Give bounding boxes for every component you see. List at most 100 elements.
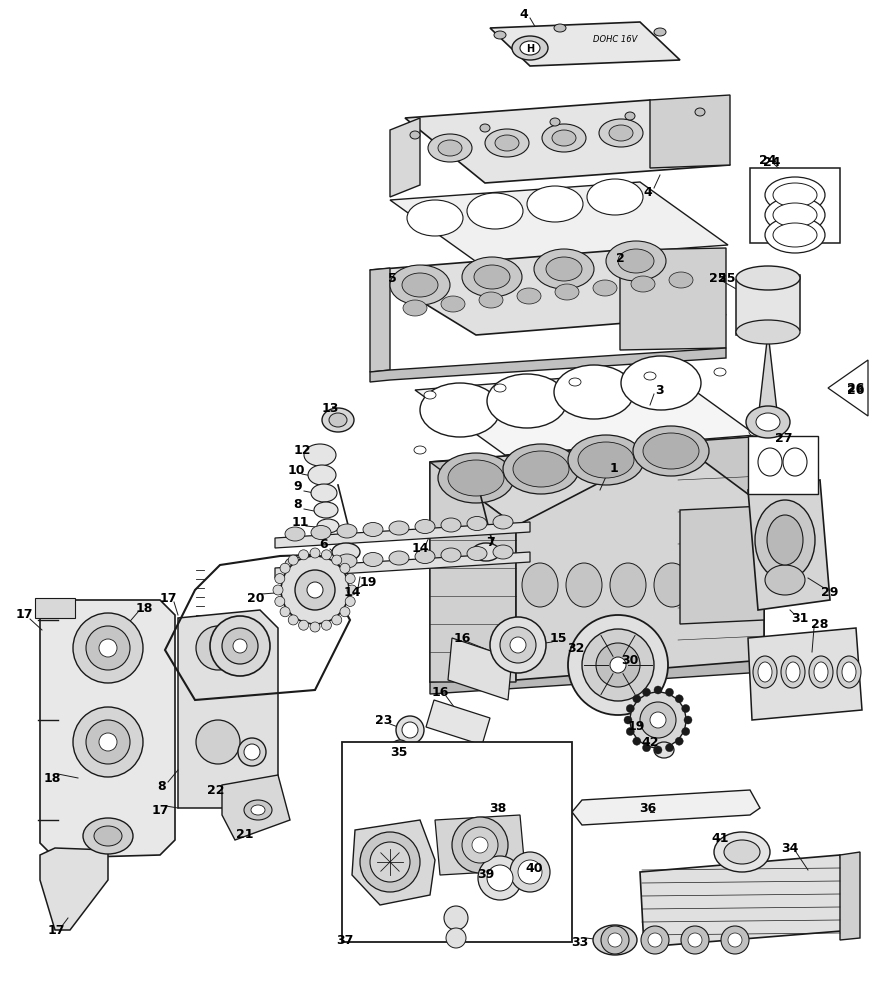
Ellipse shape (337, 554, 357, 568)
Ellipse shape (441, 296, 465, 312)
Ellipse shape (758, 662, 772, 682)
Ellipse shape (714, 832, 770, 872)
Ellipse shape (842, 662, 856, 682)
Text: 41: 41 (712, 832, 729, 844)
Polygon shape (352, 820, 435, 905)
Ellipse shape (99, 733, 117, 751)
Ellipse shape (311, 556, 331, 570)
Text: H: H (526, 44, 534, 54)
Polygon shape (222, 775, 290, 840)
Polygon shape (840, 852, 860, 940)
Text: 25: 25 (719, 271, 736, 284)
Ellipse shape (654, 563, 690, 607)
Ellipse shape (329, 413, 347, 427)
Ellipse shape (285, 527, 305, 541)
Ellipse shape (251, 805, 265, 815)
Ellipse shape (542, 124, 586, 152)
Ellipse shape (767, 515, 803, 565)
Ellipse shape (654, 742, 674, 758)
Text: 27: 27 (775, 432, 793, 444)
Ellipse shape (331, 615, 342, 625)
Ellipse shape (363, 552, 383, 566)
Ellipse shape (298, 550, 309, 560)
Ellipse shape (809, 656, 833, 688)
Ellipse shape (648, 933, 662, 947)
Ellipse shape (669, 272, 693, 288)
Ellipse shape (512, 36, 548, 60)
Polygon shape (405, 100, 730, 183)
Polygon shape (490, 22, 680, 66)
Ellipse shape (773, 203, 817, 227)
Ellipse shape (510, 852, 550, 892)
Ellipse shape (493, 545, 513, 559)
Ellipse shape (644, 372, 656, 380)
Ellipse shape (390, 740, 410, 760)
Ellipse shape (485, 129, 529, 157)
Polygon shape (748, 480, 830, 610)
Ellipse shape (682, 727, 690, 735)
Polygon shape (275, 522, 530, 548)
Ellipse shape (773, 183, 817, 207)
Text: 28: 28 (811, 617, 828, 631)
Ellipse shape (728, 933, 742, 947)
Bar (748, 436, 818, 494)
Polygon shape (430, 442, 764, 526)
Text: 4: 4 (520, 7, 528, 20)
Ellipse shape (609, 125, 633, 141)
Ellipse shape (196, 720, 240, 764)
Ellipse shape (568, 615, 668, 715)
Ellipse shape (618, 249, 654, 273)
Text: 2: 2 (616, 251, 624, 264)
Polygon shape (640, 855, 854, 947)
Polygon shape (736, 275, 800, 335)
Ellipse shape (786, 662, 800, 682)
Ellipse shape (633, 426, 709, 476)
Text: 24: 24 (763, 155, 780, 168)
Ellipse shape (289, 555, 298, 565)
Ellipse shape (474, 265, 510, 289)
Text: 23: 23 (375, 714, 392, 726)
Ellipse shape (467, 546, 487, 560)
Ellipse shape (781, 656, 805, 688)
Ellipse shape (510, 637, 526, 653)
Text: 4: 4 (644, 186, 652, 198)
Ellipse shape (472, 543, 500, 561)
Ellipse shape (403, 300, 427, 316)
Ellipse shape (281, 556, 349, 624)
Ellipse shape (275, 596, 285, 606)
Ellipse shape (210, 616, 270, 676)
Polygon shape (40, 600, 175, 858)
Text: 8: 8 (158, 780, 167, 792)
Text: 32: 32 (568, 642, 585, 654)
Polygon shape (390, 182, 728, 263)
Polygon shape (516, 442, 764, 680)
Ellipse shape (396, 716, 424, 744)
Ellipse shape (402, 722, 418, 738)
Ellipse shape (765, 197, 825, 233)
Text: 6: 6 (320, 538, 329, 552)
Polygon shape (448, 638, 512, 700)
Ellipse shape (490, 617, 546, 673)
Ellipse shape (441, 518, 461, 532)
Ellipse shape (244, 800, 272, 820)
Ellipse shape (654, 686, 662, 694)
Ellipse shape (311, 484, 337, 502)
Text: 30: 30 (622, 654, 638, 666)
Ellipse shape (332, 543, 360, 561)
Ellipse shape (633, 737, 641, 745)
Ellipse shape (275, 574, 285, 584)
Ellipse shape (681, 926, 709, 954)
Ellipse shape (650, 712, 666, 728)
Ellipse shape (449, 462, 461, 470)
Ellipse shape (527, 186, 583, 222)
Ellipse shape (311, 526, 331, 540)
Ellipse shape (345, 574, 355, 584)
Text: 20: 20 (248, 591, 265, 604)
Polygon shape (758, 332, 778, 420)
Ellipse shape (478, 856, 522, 900)
Ellipse shape (626, 727, 634, 735)
Ellipse shape (783, 448, 807, 476)
Text: 24: 24 (760, 153, 777, 166)
Polygon shape (390, 118, 420, 197)
Ellipse shape (596, 643, 640, 687)
